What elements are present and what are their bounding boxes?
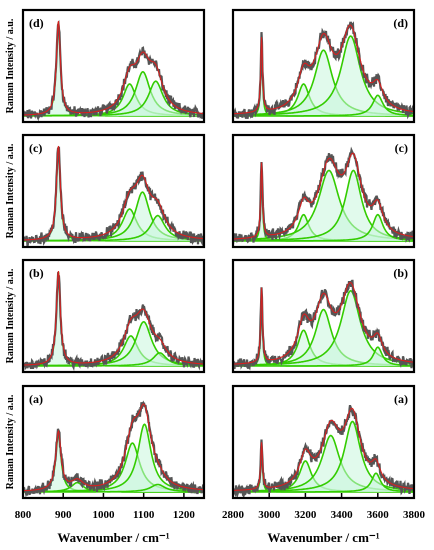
fit-curve xyxy=(23,145,204,241)
fit-curve xyxy=(233,281,414,365)
y-axis-label: Raman Intensity / a.u. xyxy=(5,268,16,363)
component-fill-2 xyxy=(23,482,204,492)
x-tick-label: 1000 xyxy=(92,509,115,521)
x-tick-label: 3400 xyxy=(331,509,354,521)
x-tick-label: 1200 xyxy=(173,509,196,521)
y-axis-label: Raman Intensity / a.u. xyxy=(5,18,16,113)
y-axis-label: Raman Intensity / a.u. xyxy=(5,143,16,238)
component-peak-5 xyxy=(233,213,414,242)
component-fill-1 xyxy=(23,433,204,492)
panel-1: (d) Raman Intensity / a.u. xyxy=(5,8,206,124)
panel-label: (d) xyxy=(393,16,408,30)
component-fill-4 xyxy=(233,36,414,116)
panel-frame xyxy=(21,8,206,124)
panel-label: (a) xyxy=(29,392,43,406)
component-fill-1 xyxy=(23,147,204,241)
panel-label: (d) xyxy=(29,16,44,30)
panel-8: (a) 2800 3000 3200 3400 3600 3800 Wavenumber / … xyxy=(222,384,426,545)
plot-area xyxy=(23,400,204,498)
plot-area xyxy=(233,279,414,371)
component-fill-5 xyxy=(233,95,414,116)
plot-area xyxy=(233,146,414,244)
plot-area xyxy=(23,270,204,372)
panel-2: (d) xyxy=(231,8,416,124)
component-peak-4 xyxy=(23,80,204,117)
component-fill-3 xyxy=(233,309,414,366)
plot-area xyxy=(233,405,414,498)
panel-frame xyxy=(231,8,416,124)
component-fill-1 xyxy=(23,22,204,117)
panel-frame xyxy=(21,133,206,249)
panel-label: (b) xyxy=(393,266,408,280)
panel-label: (c) xyxy=(395,141,408,155)
x-tick-label: 2800 xyxy=(222,509,245,521)
x-tick-label: 800 xyxy=(15,509,32,521)
panel-label: (c) xyxy=(29,141,42,155)
component-peak-5 xyxy=(23,483,204,493)
x-tick-label: 3600 xyxy=(367,509,390,521)
component-peak-4 xyxy=(23,214,204,242)
panel-label: (b) xyxy=(29,266,44,280)
raw-spectrum xyxy=(23,146,204,247)
component-peak-5 xyxy=(233,472,414,493)
component-peak-5 xyxy=(233,94,414,117)
panel-6: (b) xyxy=(231,258,416,374)
panel-frame xyxy=(231,133,416,249)
fit-curve xyxy=(23,20,204,116)
component-fill-3 xyxy=(233,50,414,117)
panel-frame xyxy=(21,384,206,500)
fit-curve xyxy=(23,270,204,366)
plot-area xyxy=(23,19,204,122)
panel-label: (a) xyxy=(394,392,408,406)
panel-frame xyxy=(21,258,206,374)
component-fill-2 xyxy=(23,209,204,241)
fit-curve xyxy=(233,407,414,491)
component-peak-1 xyxy=(23,22,204,117)
panel-frame xyxy=(231,258,416,374)
panel-5: (b) Raman Intensity / a.u. xyxy=(5,258,206,374)
x-tick-label: 900 xyxy=(55,509,72,521)
fit-curve xyxy=(233,24,414,115)
component-fill-5 xyxy=(23,484,204,492)
component-fill-4 xyxy=(233,170,414,241)
panel-4: (c) xyxy=(231,133,416,249)
panel-3: (c) Raman Intensity / a.u. xyxy=(5,133,206,249)
component-fill-4 xyxy=(23,215,204,241)
raw-spectrum xyxy=(23,271,204,372)
x-axis-label: Wavenumber / cm⁻¹ xyxy=(57,530,169,545)
x-tick-label: 3800 xyxy=(403,509,426,521)
component-fill-5 xyxy=(233,214,414,241)
component-fill-1 xyxy=(23,272,204,366)
component-fill-3 xyxy=(233,435,414,492)
fit-curve xyxy=(23,403,204,492)
x-axis-label: Wavenumber / cm⁻¹ xyxy=(267,530,379,545)
component-fill-3 xyxy=(233,170,414,241)
panel-frame xyxy=(231,384,416,500)
component-peak-4 xyxy=(23,352,204,367)
x-tick-label: 3000 xyxy=(258,509,281,521)
y-axis-label: Raman Intensity / a.u. xyxy=(5,394,16,489)
component-fill-4 xyxy=(233,290,414,366)
component-fill-4 xyxy=(23,352,204,366)
component-fill-4 xyxy=(23,81,204,116)
panel-7: (a) Raman Intensity / a.u. 800 900 1000 1100 1… xyxy=(5,384,206,545)
x-tick-label: 1100 xyxy=(133,509,155,521)
component-peak-5 xyxy=(233,346,414,367)
x-tick-label: 3200 xyxy=(294,509,317,521)
fit-curve xyxy=(233,152,414,240)
component-fill-5 xyxy=(233,473,414,492)
plot-area xyxy=(233,21,414,120)
plot-area xyxy=(23,145,204,247)
